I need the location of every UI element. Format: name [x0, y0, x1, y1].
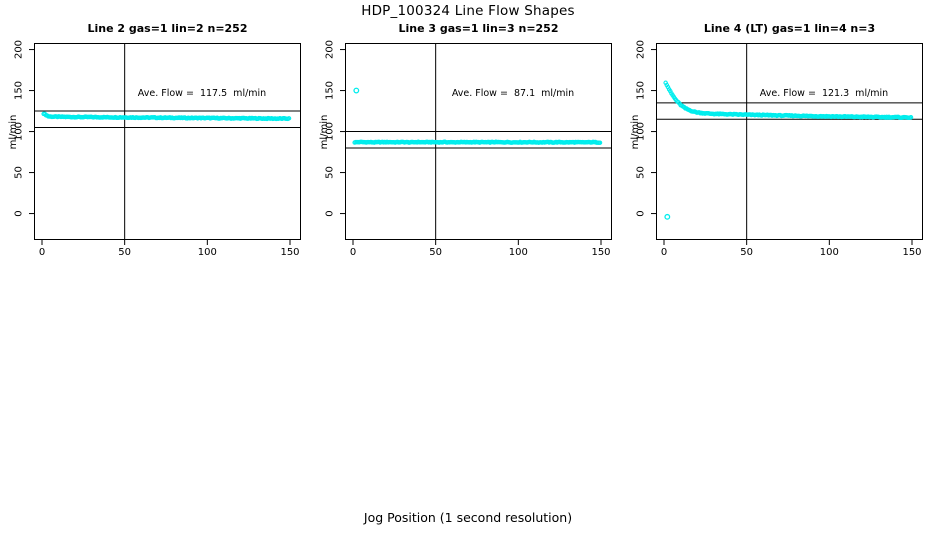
x-tick-label: 100 — [819, 247, 839, 258]
y-tick-label: 50 — [635, 166, 647, 179]
panel-title: Line 2 gas=1 lin=2 n=252 — [87, 22, 248, 35]
ave-flow-annotation: Ave. Flow = 87.1 ml/min — [451, 88, 575, 99]
y-tick-label: 0 — [13, 210, 25, 217]
x-tick-label: 50 — [429, 247, 443, 258]
panel-title: Line 4 (LT) gas=1 lin=4 n=3 — [703, 22, 876, 35]
y-tick-label: 0 — [324, 210, 336, 217]
x-tick-label: 150 — [591, 247, 611, 258]
y-tick-label: 150 — [13, 81, 25, 101]
y-tick-label: 50 — [324, 166, 336, 179]
scatter-plot — [651, 43, 923, 245]
scatter-plot — [29, 43, 301, 245]
x-tick-label: 150 — [902, 247, 922, 258]
plot-panel-line2: Line 2 gas=1 lin=2 n=252 Ave. Flow = 117… — [8, 22, 301, 258]
data-point — [597, 140, 603, 145]
x-tick-label: 150 — [280, 247, 300, 258]
y-tick-label: 0 — [635, 210, 647, 217]
y-tick-label: 100 — [324, 122, 336, 142]
plot-border — [656, 43, 923, 240]
y-tick-label: 100 — [635, 122, 647, 142]
data-point — [286, 116, 292, 121]
y-tick-label: 150 — [324, 81, 336, 101]
y-tick-label: 100 — [13, 122, 25, 142]
x-tick-label: 0 — [349, 247, 357, 258]
plot-border — [345, 43, 612, 240]
y-tick-label: 150 — [635, 81, 647, 101]
y-tick-label: 200 — [13, 40, 25, 60]
x-tick-label: 100 — [197, 247, 217, 258]
x-tick-label: 100 — [508, 247, 528, 258]
ave-flow-annotation: Ave. Flow = 121.3 ml/min — [759, 88, 889, 99]
x-tick-label: 0 — [38, 247, 46, 258]
outlier-point — [664, 213, 671, 220]
y-tick-label: 200 — [635, 40, 647, 60]
x-axis-title: Jog Position (1 second resolution) — [363, 510, 573, 525]
plot-panel-line4: Line 4 (LT) gas=1 lin=4 n=3 Ave. Flow = … — [630, 22, 923, 258]
plot-panel-line3: Line 3 gas=1 lin=3 n=252 Ave. Flow = 87.… — [319, 22, 612, 258]
x-tick-label: 50 — [740, 247, 754, 258]
x-tick-label: 50 — [118, 247, 132, 258]
data-point — [908, 115, 914, 120]
scatter-plot — [340, 43, 612, 245]
plot-border — [34, 43, 301, 240]
panel-title: Line 3 gas=1 lin=3 n=252 — [398, 22, 559, 35]
outlier-point — [353, 87, 360, 94]
chart-title: HDP_100324 Line Flow Shapes — [361, 3, 575, 19]
y-tick-label: 200 — [324, 40, 336, 60]
x-tick-label: 0 — [660, 247, 668, 258]
ave-flow-annotation: Ave. Flow = 117.5 ml/min — [137, 88, 267, 99]
y-tick-label: 50 — [13, 166, 25, 179]
